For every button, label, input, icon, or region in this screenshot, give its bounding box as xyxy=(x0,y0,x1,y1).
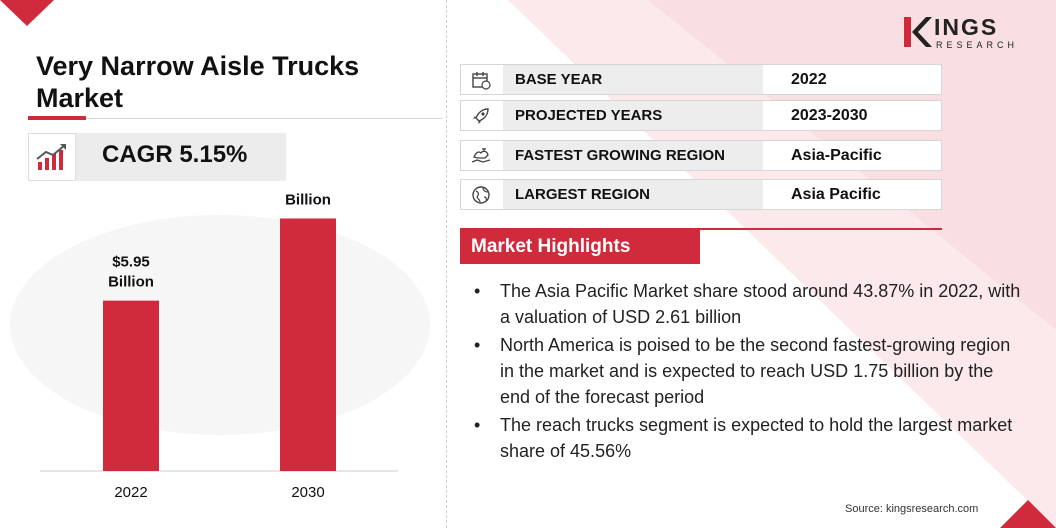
x-tick-label-2022: 2022 xyxy=(114,484,147,501)
corner-triangle-top-left xyxy=(0,0,54,26)
highlights-list: The Asia Pacific Market share stood arou… xyxy=(468,278,1028,466)
info-row-projected-years: PROJECTED YEARS 2023-2030 xyxy=(460,100,942,131)
kings-research-logo xyxy=(904,17,932,47)
info-value: Asia Pacific xyxy=(791,186,881,203)
cagr-value: CAGR 5.15% xyxy=(102,141,248,168)
data-label-2022-value: $5.95 xyxy=(112,254,150,271)
title-accent-bar xyxy=(28,116,86,120)
info-value: 2022 xyxy=(791,71,827,88)
region-map-icon xyxy=(471,147,491,163)
data-label-2022-unit: Billion xyxy=(108,274,154,291)
bar-2022 xyxy=(103,300,159,471)
source-note: Source: kingsresearch.com xyxy=(845,503,979,515)
info-row-largest-region: LARGEST REGION Asia Pacific xyxy=(460,179,942,210)
list-item: The reach trucks segment is expected to … xyxy=(468,412,1028,464)
title-divider xyxy=(28,118,442,119)
info-label: PROJECTED YEARS xyxy=(503,101,763,130)
info-label: BASE YEAR xyxy=(503,65,763,94)
world-map-backdrop xyxy=(10,215,430,435)
list-item: The Asia Pacific Market share stood arou… xyxy=(468,278,1028,330)
cagr-icon-box xyxy=(28,133,76,181)
x-tick-label-2030: 2030 xyxy=(291,484,324,501)
info-label: FASTEST GROWING REGION xyxy=(503,141,763,170)
growth-chart-icon xyxy=(36,144,66,170)
list-item: North America is poised to be the second… xyxy=(468,332,1028,410)
info-label: LARGEST REGION xyxy=(503,180,763,209)
page-title: Very Narrow Aisle Trucks Market xyxy=(36,51,360,113)
highlights-heading: Market Highlights xyxy=(460,230,700,264)
rocket-icon xyxy=(473,107,489,124)
info-row-base-year: BASE YEAR 2022 xyxy=(460,64,942,95)
info-row-fastest-growing-region: FASTEST GROWING REGION Asia-Pacific xyxy=(460,140,942,171)
bar-2030 xyxy=(280,218,336,471)
info-value: 2023-2030 xyxy=(791,107,868,124)
vertical-divider xyxy=(446,0,447,528)
calendar-icon xyxy=(472,71,491,90)
data-label-2030-unit: Billion xyxy=(285,191,331,208)
info-value: Asia-Pacific xyxy=(791,147,882,164)
highlights-rule xyxy=(460,228,942,230)
corner-triangle-bottom-right xyxy=(1000,500,1056,528)
globe-icon xyxy=(472,185,490,204)
